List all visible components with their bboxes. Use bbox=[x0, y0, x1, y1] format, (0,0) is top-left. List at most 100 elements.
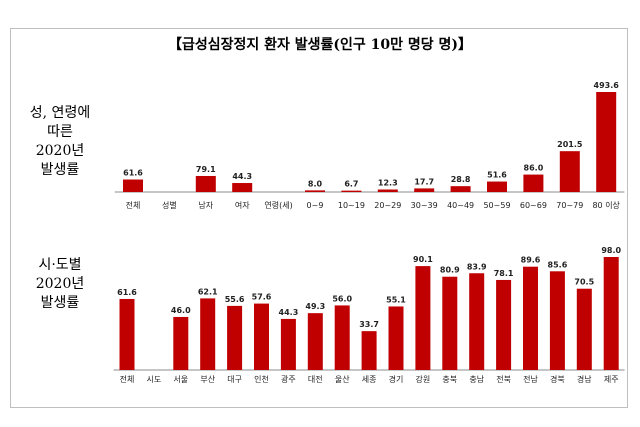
data-label: 55.1 bbox=[386, 295, 406, 304]
bar bbox=[415, 266, 431, 370]
data-label: 56.0 bbox=[332, 294, 352, 303]
category-label: 경북 bbox=[550, 374, 565, 384]
data-label: 98.0 bbox=[601, 246, 621, 255]
bar bbox=[414, 188, 435, 192]
bar bbox=[559, 151, 580, 192]
data-label: 86.0 bbox=[524, 164, 544, 173]
data-label: 12.3 bbox=[378, 179, 398, 188]
data-label: 80.9 bbox=[440, 266, 460, 275]
row-label-line: 성, 연령에 bbox=[29, 105, 91, 121]
category-label: 여자 bbox=[235, 200, 250, 210]
data-label: 89.6 bbox=[521, 256, 541, 265]
category-label: 10~19 bbox=[338, 201, 365, 210]
bar bbox=[227, 305, 243, 370]
data-label: 46.0 bbox=[171, 306, 191, 315]
category-label: 50~59 bbox=[483, 201, 510, 210]
category-label: 30~39 bbox=[411, 201, 438, 210]
bar bbox=[450, 186, 471, 192]
data-label: 6.7 bbox=[344, 180, 358, 189]
bar bbox=[377, 189, 398, 192]
data-label: 28.8 bbox=[451, 175, 471, 184]
category-label: 성별 bbox=[162, 200, 177, 210]
row-label-line: 따른 bbox=[47, 124, 73, 140]
data-label: 57.6 bbox=[252, 293, 272, 302]
data-label: 85.6 bbox=[548, 260, 568, 269]
data-label: 17.7 bbox=[414, 177, 434, 186]
category-label: 서울 bbox=[173, 375, 188, 384]
row-label-line: 2020년 bbox=[35, 143, 85, 159]
category-label: 울산 bbox=[335, 374, 350, 384]
data-label: 78.1 bbox=[494, 269, 514, 278]
bar bbox=[388, 306, 404, 370]
data-label: 55.6 bbox=[225, 295, 245, 304]
category-label: 강원 bbox=[416, 374, 431, 384]
category-label: 경남 bbox=[577, 374, 592, 384]
bar bbox=[361, 331, 377, 370]
bar bbox=[232, 183, 253, 192]
category-label: 80 이상 bbox=[592, 200, 620, 210]
data-label: 51.6 bbox=[487, 171, 507, 180]
category-label: 제주 bbox=[604, 375, 619, 384]
row-label-line: 시·도별 bbox=[38, 257, 82, 273]
category-label: 충남 bbox=[469, 375, 484, 384]
bar bbox=[523, 266, 538, 370]
data-label: 49.3 bbox=[305, 302, 325, 311]
row-label-line: 발생률 bbox=[40, 295, 80, 311]
bar bbox=[280, 318, 296, 370]
data-label: 62.1 bbox=[198, 287, 218, 296]
row-label-line: 2020년 bbox=[35, 276, 85, 292]
row-label-age-sex: 성, 연령에 따른 2020년 발생률 bbox=[14, 104, 106, 180]
category-label: 세종 bbox=[362, 375, 377, 384]
category-label: 연령(세) bbox=[264, 201, 292, 210]
bar bbox=[195, 175, 216, 192]
category-label: 경기 bbox=[389, 374, 404, 384]
data-label: 201.5 bbox=[557, 140, 583, 149]
bar bbox=[254, 303, 269, 370]
bar bbox=[523, 174, 544, 192]
row-label-region: 시·도별 2020년 발생률 bbox=[14, 256, 106, 313]
row-label-line: 발생률 bbox=[40, 162, 80, 178]
chart-frame bbox=[10, 28, 628, 408]
data-label: 70.5 bbox=[574, 278, 594, 287]
data-label: 83.9 bbox=[467, 262, 487, 271]
data-label: 493.6 bbox=[594, 81, 620, 90]
category-label: 70~79 bbox=[556, 201, 583, 210]
category-label: 전체 bbox=[120, 374, 135, 384]
data-label: 33.7 bbox=[359, 320, 379, 329]
bar bbox=[119, 298, 135, 370]
category-label: 20~29 bbox=[374, 201, 401, 210]
bar bbox=[307, 313, 323, 370]
bar bbox=[487, 181, 507, 192]
bar bbox=[596, 92, 617, 192]
bar bbox=[469, 273, 485, 370]
data-label: 90.1 bbox=[413, 255, 433, 264]
category-label: 충북 bbox=[442, 375, 457, 384]
category-label: 60~69 bbox=[520, 201, 547, 210]
category-label: 0~9 bbox=[307, 201, 324, 210]
data-label: 8.0 bbox=[308, 179, 323, 188]
category-label: 인천 bbox=[254, 374, 269, 384]
bar bbox=[341, 190, 362, 192]
category-label: 전북 bbox=[496, 374, 511, 384]
data-label: 44.3 bbox=[232, 172, 252, 181]
bar bbox=[305, 190, 325, 192]
bar bbox=[576, 288, 592, 370]
bar bbox=[200, 298, 216, 370]
bar bbox=[123, 179, 143, 192]
bar bbox=[173, 316, 189, 370]
data-label: 79.1 bbox=[196, 165, 216, 174]
bar bbox=[549, 271, 565, 370]
category-label: 대구 bbox=[227, 375, 242, 384]
category-label: 40~49 bbox=[447, 201, 474, 210]
category-label: 남자 bbox=[198, 201, 213, 210]
category-label: 대전 bbox=[308, 374, 323, 384]
data-label: 44.3 bbox=[279, 308, 299, 317]
category-label: 시도 bbox=[147, 375, 162, 384]
category-label: 전남 bbox=[523, 374, 538, 384]
bar bbox=[603, 257, 619, 370]
bar bbox=[334, 305, 350, 370]
chart-title: 【급성심장정지 환자 발생률(인구 10만 명당 명)】 bbox=[167, 37, 473, 53]
data-label: 61.6 bbox=[123, 169, 143, 178]
category-label: 전체 bbox=[126, 200, 141, 210]
